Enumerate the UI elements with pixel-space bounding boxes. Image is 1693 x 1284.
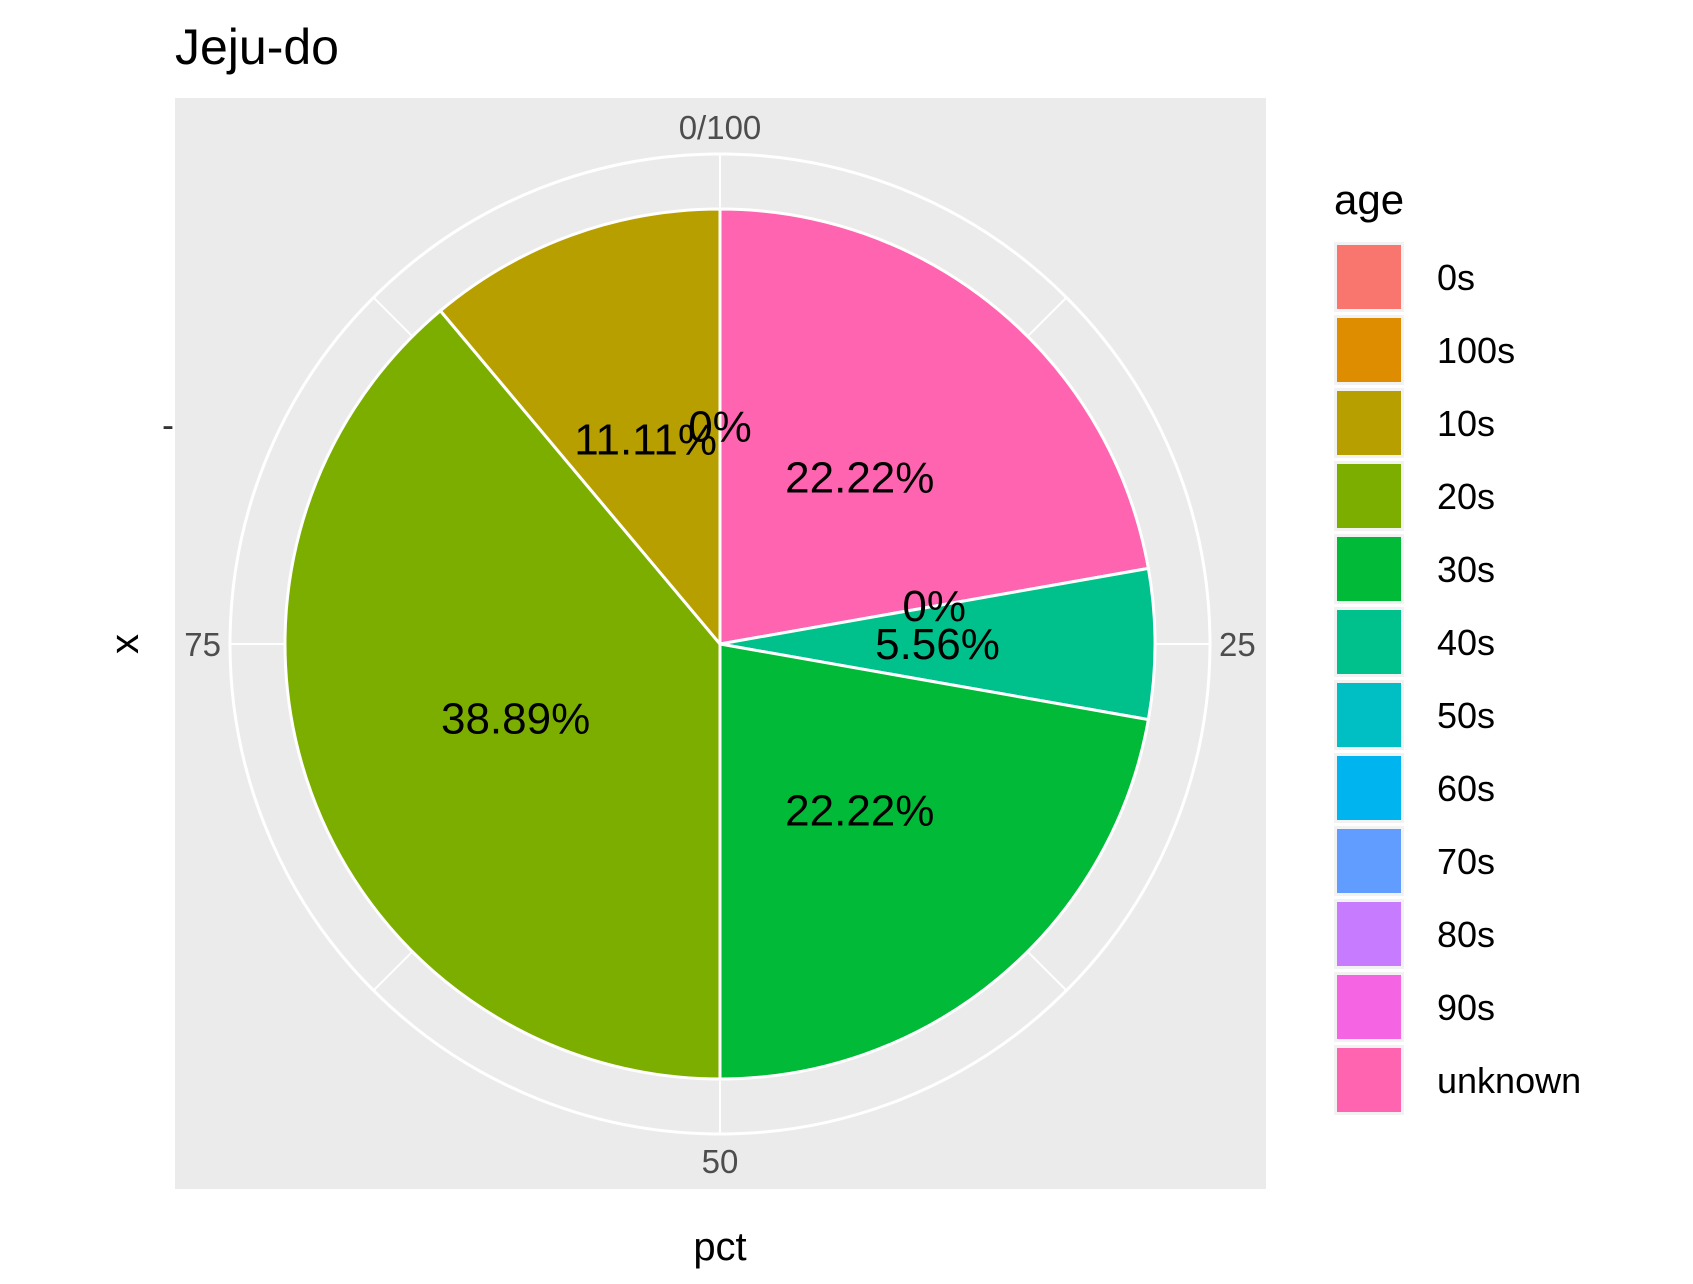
pie-slice-40s (719, 566, 1157, 722)
legend: 0s 100s 10s 20s 30s 40s 50s 60s 70s 80s 90s unknown (1334, 242, 1581, 1115)
chart-title: Jeju-do (175, 19, 339, 75)
pie-slice-unknown (718, 207, 1151, 646)
legend-label-20s: 20s (1437, 476, 1495, 517)
y-axis-tick-label: - (162, 404, 174, 445)
pie-slice-10s (438, 207, 722, 649)
slice-label-10s: 11.11% (574, 416, 717, 465)
legend-swatch-40s (1337, 610, 1401, 674)
legend-label-40s: 40s (1437, 622, 1495, 663)
legend-label-0s: 0s (1437, 257, 1475, 298)
slice-labels: 22.22%0%5.56%22.22%38.89%11.11%0% (441, 403, 1000, 836)
legend-swatch-20s (1337, 464, 1401, 528)
legend-swatch-100s (1337, 318, 1401, 382)
legend-swatch-30s (1337, 537, 1401, 601)
legend-label-10s: 10s (1437, 403, 1495, 444)
pie-slices (283, 207, 1157, 1081)
legend-title: age (1334, 176, 1404, 223)
legend-label-30s: 30s (1437, 549, 1495, 590)
legend-label-70s: 70s (1437, 841, 1495, 882)
slice-label-20s: 38.89% (441, 694, 590, 743)
legend-swatch-90s (1337, 975, 1401, 1039)
pie-slice-30s (718, 642, 1151, 1081)
slice-label-unknown: 22.22% (785, 453, 934, 502)
legend-label-100s: 100s (1437, 330, 1515, 371)
x-axis-title: pct (693, 1225, 746, 1269)
legend-swatch-unknown (1337, 1048, 1401, 1112)
slice-label-100s: 0% (688, 403, 752, 452)
angle-tick-label: 50 (702, 1143, 739, 1180)
legend-swatch-0s (1337, 245, 1401, 309)
legend-label-80s: 80s (1437, 914, 1495, 955)
legend-label-90s: 90s (1437, 987, 1495, 1028)
legend-swatch-50s (1337, 683, 1401, 747)
pie-slice-20s (283, 308, 722, 1081)
angle-tick-label: 0/100 (679, 109, 762, 146)
legend-swatch-10s (1337, 391, 1401, 455)
slice-label-40s: 5.56% (875, 620, 1000, 669)
y-axis-title: x (103, 634, 147, 654)
legend-label-60s: 60s (1437, 768, 1495, 809)
legend-swatch-70s (1337, 829, 1401, 893)
angle-tick-label: 25 (1219, 626, 1256, 663)
legend-label-unknown: unknown (1437, 1060, 1581, 1101)
slice-label-50s: 0% (902, 582, 966, 631)
slice-label-30s: 22.22% (785, 787, 934, 836)
legend-swatch-80s (1337, 902, 1401, 966)
angle-tick-label: 75 (184, 626, 221, 663)
legend-swatch-60s (1337, 756, 1401, 820)
legend-label-50s: 50s (1437, 695, 1495, 736)
angle-tick-labels: 0/100 25 50 75 (184, 109, 1255, 1180)
